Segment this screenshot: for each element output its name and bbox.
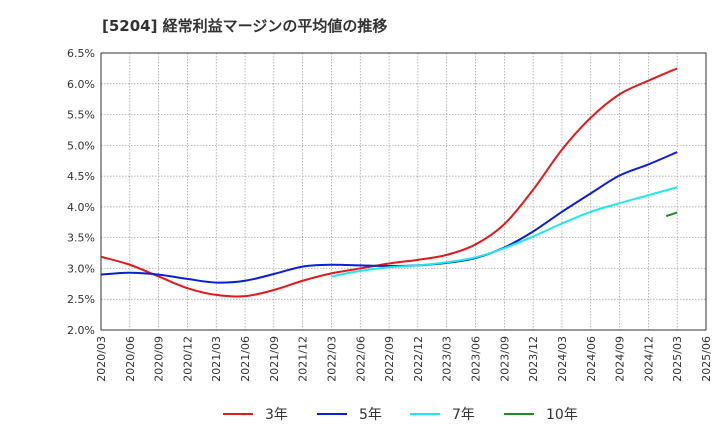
y-tick-label: 5.0% bbox=[67, 139, 95, 152]
y-tick-label: 2.0% bbox=[67, 324, 95, 337]
legend-label-2: 5年 bbox=[359, 407, 382, 423]
x-tick-label: 2021/09 bbox=[268, 336, 281, 382]
y-tick-label: 6.0% bbox=[67, 78, 95, 91]
legend-label-3: 7年 bbox=[452, 407, 475, 423]
series-line-3 bbox=[331, 186, 678, 278]
x-tick-label: 2020/12 bbox=[181, 336, 194, 382]
y-tick-label: 4.5% bbox=[67, 170, 95, 183]
x-tick-label: 2020/09 bbox=[153, 336, 166, 382]
x-tick-label: 2022/03 bbox=[325, 336, 338, 382]
series-line-4 bbox=[665, 211, 678, 218]
x-tick-label: 2025/03 bbox=[671, 336, 684, 382]
x-tick-label: 2021/06 bbox=[239, 336, 252, 382]
y-tick-label: 5.5% bbox=[67, 109, 95, 122]
x-tick-label: 2023/09 bbox=[498, 336, 511, 382]
legend-label-4: 10年 bbox=[546, 407, 578, 423]
x-tick-label: 2023/03 bbox=[441, 336, 454, 382]
y-tick-label: 6.5% bbox=[67, 47, 95, 60]
series-line-1 bbox=[100, 67, 678, 298]
plot-area bbox=[101, 53, 706, 330]
x-tick-label: 2025/06 bbox=[700, 336, 713, 382]
x-tick-label: 2024/09 bbox=[614, 336, 627, 382]
x-tick-label: 2023/06 bbox=[470, 336, 483, 382]
chart-title: [5204] 経常利益マージンの平均値の推移 bbox=[102, 17, 388, 35]
y-tick-label: 3.0% bbox=[67, 262, 95, 275]
legend-label-1: 3年 bbox=[265, 407, 288, 423]
y-tick-label: 3.5% bbox=[67, 232, 95, 245]
x-tick-label: 2023/12 bbox=[527, 336, 540, 382]
x-tick-label: 2022/09 bbox=[383, 336, 396, 382]
x-tick-label: 2020/03 bbox=[95, 336, 108, 382]
series-line-2 bbox=[100, 151, 678, 284]
plot-frame bbox=[100, 52, 707, 331]
y-tick-label: 4.0% bbox=[67, 201, 95, 214]
x-tick-label: 2021/03 bbox=[210, 336, 223, 382]
x-tick-label: 2021/12 bbox=[297, 336, 310, 382]
x-tick-label: 2024/03 bbox=[556, 336, 569, 382]
x-tick-label: 2024/12 bbox=[642, 336, 655, 382]
x-tick-label: 2022/12 bbox=[412, 336, 425, 382]
x-tick-label: 2022/06 bbox=[354, 336, 367, 382]
y-tick-label: 2.5% bbox=[67, 293, 95, 306]
x-tick-label: 2020/06 bbox=[124, 336, 137, 382]
x-tick-label: 2024/06 bbox=[585, 336, 598, 382]
